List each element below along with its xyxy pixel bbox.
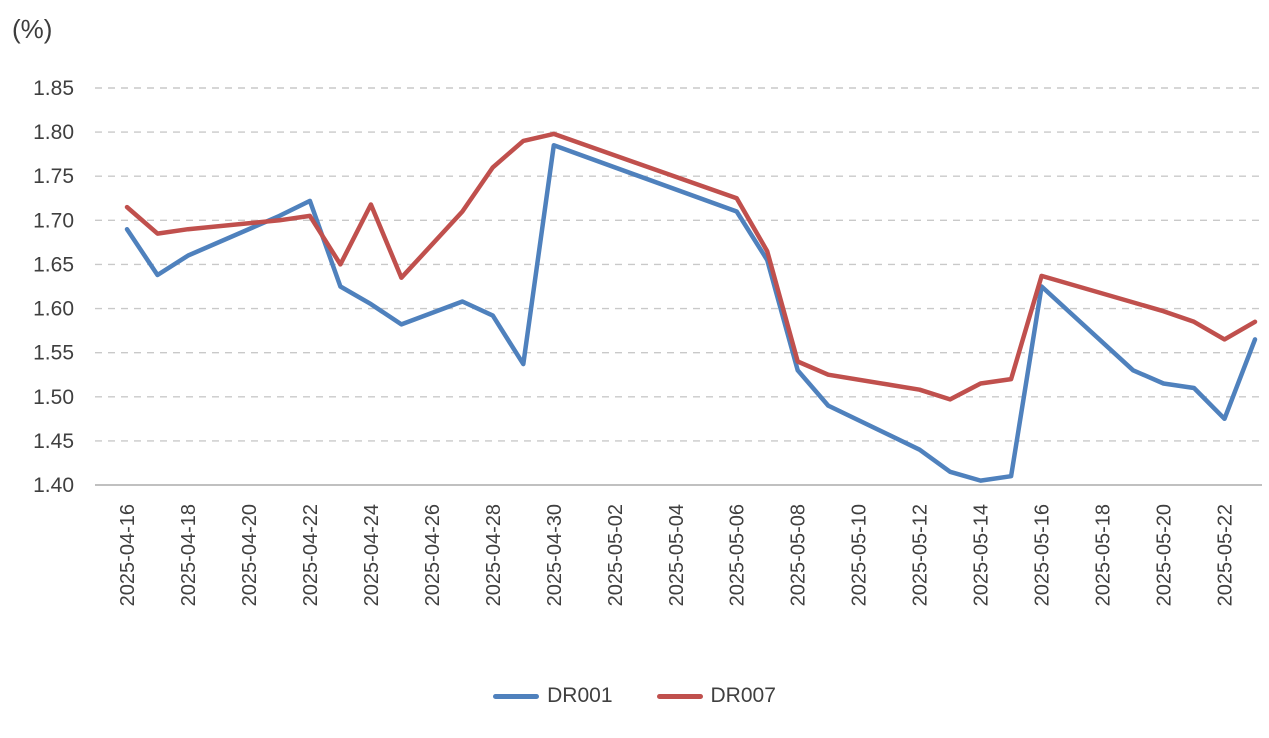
x-tick-label: 2025-04-16 bbox=[117, 504, 139, 606]
x-tick-label: 2025-05-16 bbox=[1032, 504, 1054, 606]
x-tick-label: 2025-04-30 bbox=[544, 504, 566, 606]
y-tick-label: 1.60 bbox=[33, 298, 74, 321]
y-tick-label: 1.50 bbox=[33, 386, 74, 409]
x-tick-label: 2025-04-22 bbox=[300, 504, 322, 606]
x-tick-label: 2025-05-08 bbox=[788, 504, 810, 606]
y-tick-label: 1.75 bbox=[33, 165, 74, 188]
legend-label-dr007: DR007 bbox=[710, 684, 776, 707]
y-tick-label: 1.85 bbox=[33, 77, 74, 100]
line-chart: 1.40 1.45 1.50 1.55 1.60 1.65 1.70 1.75 1.80 1.85… bbox=[33, 77, 1262, 606]
legend-item-dr007: DR007 bbox=[656, 684, 776, 708]
x-tick-label: 2025-05-02 bbox=[605, 504, 627, 606]
x-tick-label: 2025-05-20 bbox=[1154, 504, 1176, 606]
y-tick-label: 1.40 bbox=[33, 474, 74, 497]
y-axis-unit-label: (%) bbox=[12, 14, 53, 44]
y-tick-label: 1.45 bbox=[33, 430, 74, 453]
series-line-dr007 bbox=[124, 131, 1258, 402]
y-tick-label: 1.80 bbox=[33, 121, 74, 144]
x-tick-label: 2025-04-26 bbox=[422, 504, 444, 606]
legend-item-dr001: DR001 bbox=[493, 684, 613, 708]
series-line-dr001 bbox=[124, 143, 1258, 483]
legend-swatch-dr007 bbox=[656, 693, 703, 699]
x-tick-label: 2025-05-04 bbox=[666, 504, 688, 606]
y-tick-label: 1.55 bbox=[33, 342, 74, 365]
x-tick-label: 2025-04-18 bbox=[178, 504, 200, 606]
x-tick-label: 2025-05-06 bbox=[727, 504, 749, 606]
legend-swatch-dr001 bbox=[493, 693, 540, 699]
x-tick-label: 2025-04-20 bbox=[239, 504, 261, 606]
x-tick-label: 2025-05-14 bbox=[971, 504, 993, 606]
legend-label-dr001: DR001 bbox=[547, 684, 613, 707]
x-tick-label: 2025-05-18 bbox=[1093, 504, 1115, 606]
x-tick-label: 2025-04-24 bbox=[361, 504, 383, 606]
x-tick-label: 2025-04-28 bbox=[483, 504, 505, 606]
x-tick-label: 2025-05-22 bbox=[1215, 504, 1237, 606]
y-tick-label: 1.65 bbox=[33, 253, 74, 276]
x-tick-label: 2025-05-10 bbox=[849, 504, 871, 606]
y-tick-label: 1.70 bbox=[33, 209, 74, 232]
chart-legend: DR001 DR007 bbox=[0, 684, 1269, 708]
x-tick-label: 2025-05-12 bbox=[910, 504, 932, 606]
